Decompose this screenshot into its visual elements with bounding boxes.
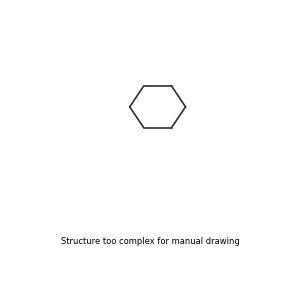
Text: Structure too complex for manual drawing: Structure too complex for manual drawing bbox=[61, 237, 239, 246]
